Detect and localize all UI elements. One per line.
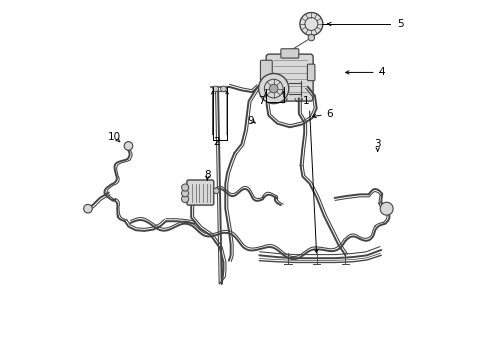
Circle shape	[214, 188, 219, 194]
Text: 4: 4	[378, 67, 385, 77]
Text: 5: 5	[398, 19, 404, 29]
Circle shape	[213, 86, 219, 92]
FancyBboxPatch shape	[266, 54, 313, 101]
Circle shape	[308, 35, 315, 41]
Circle shape	[220, 86, 226, 92]
FancyBboxPatch shape	[307, 64, 315, 81]
Text: 3: 3	[374, 139, 381, 149]
Circle shape	[181, 184, 189, 191]
Circle shape	[300, 13, 323, 36]
Circle shape	[181, 190, 189, 197]
Text: 1: 1	[303, 96, 309, 106]
Circle shape	[270, 84, 278, 93]
Text: 9: 9	[247, 116, 254, 126]
FancyBboxPatch shape	[281, 49, 299, 58]
Text: 10: 10	[107, 132, 121, 142]
Text: 7: 7	[258, 96, 265, 106]
Text: 6: 6	[326, 109, 333, 119]
Circle shape	[380, 202, 393, 215]
FancyBboxPatch shape	[187, 180, 214, 205]
Circle shape	[181, 195, 189, 203]
Text: 2: 2	[213, 138, 220, 147]
Text: 8: 8	[204, 170, 211, 180]
Circle shape	[124, 141, 133, 150]
FancyBboxPatch shape	[260, 60, 272, 85]
Circle shape	[84, 204, 92, 213]
Circle shape	[259, 73, 289, 104]
